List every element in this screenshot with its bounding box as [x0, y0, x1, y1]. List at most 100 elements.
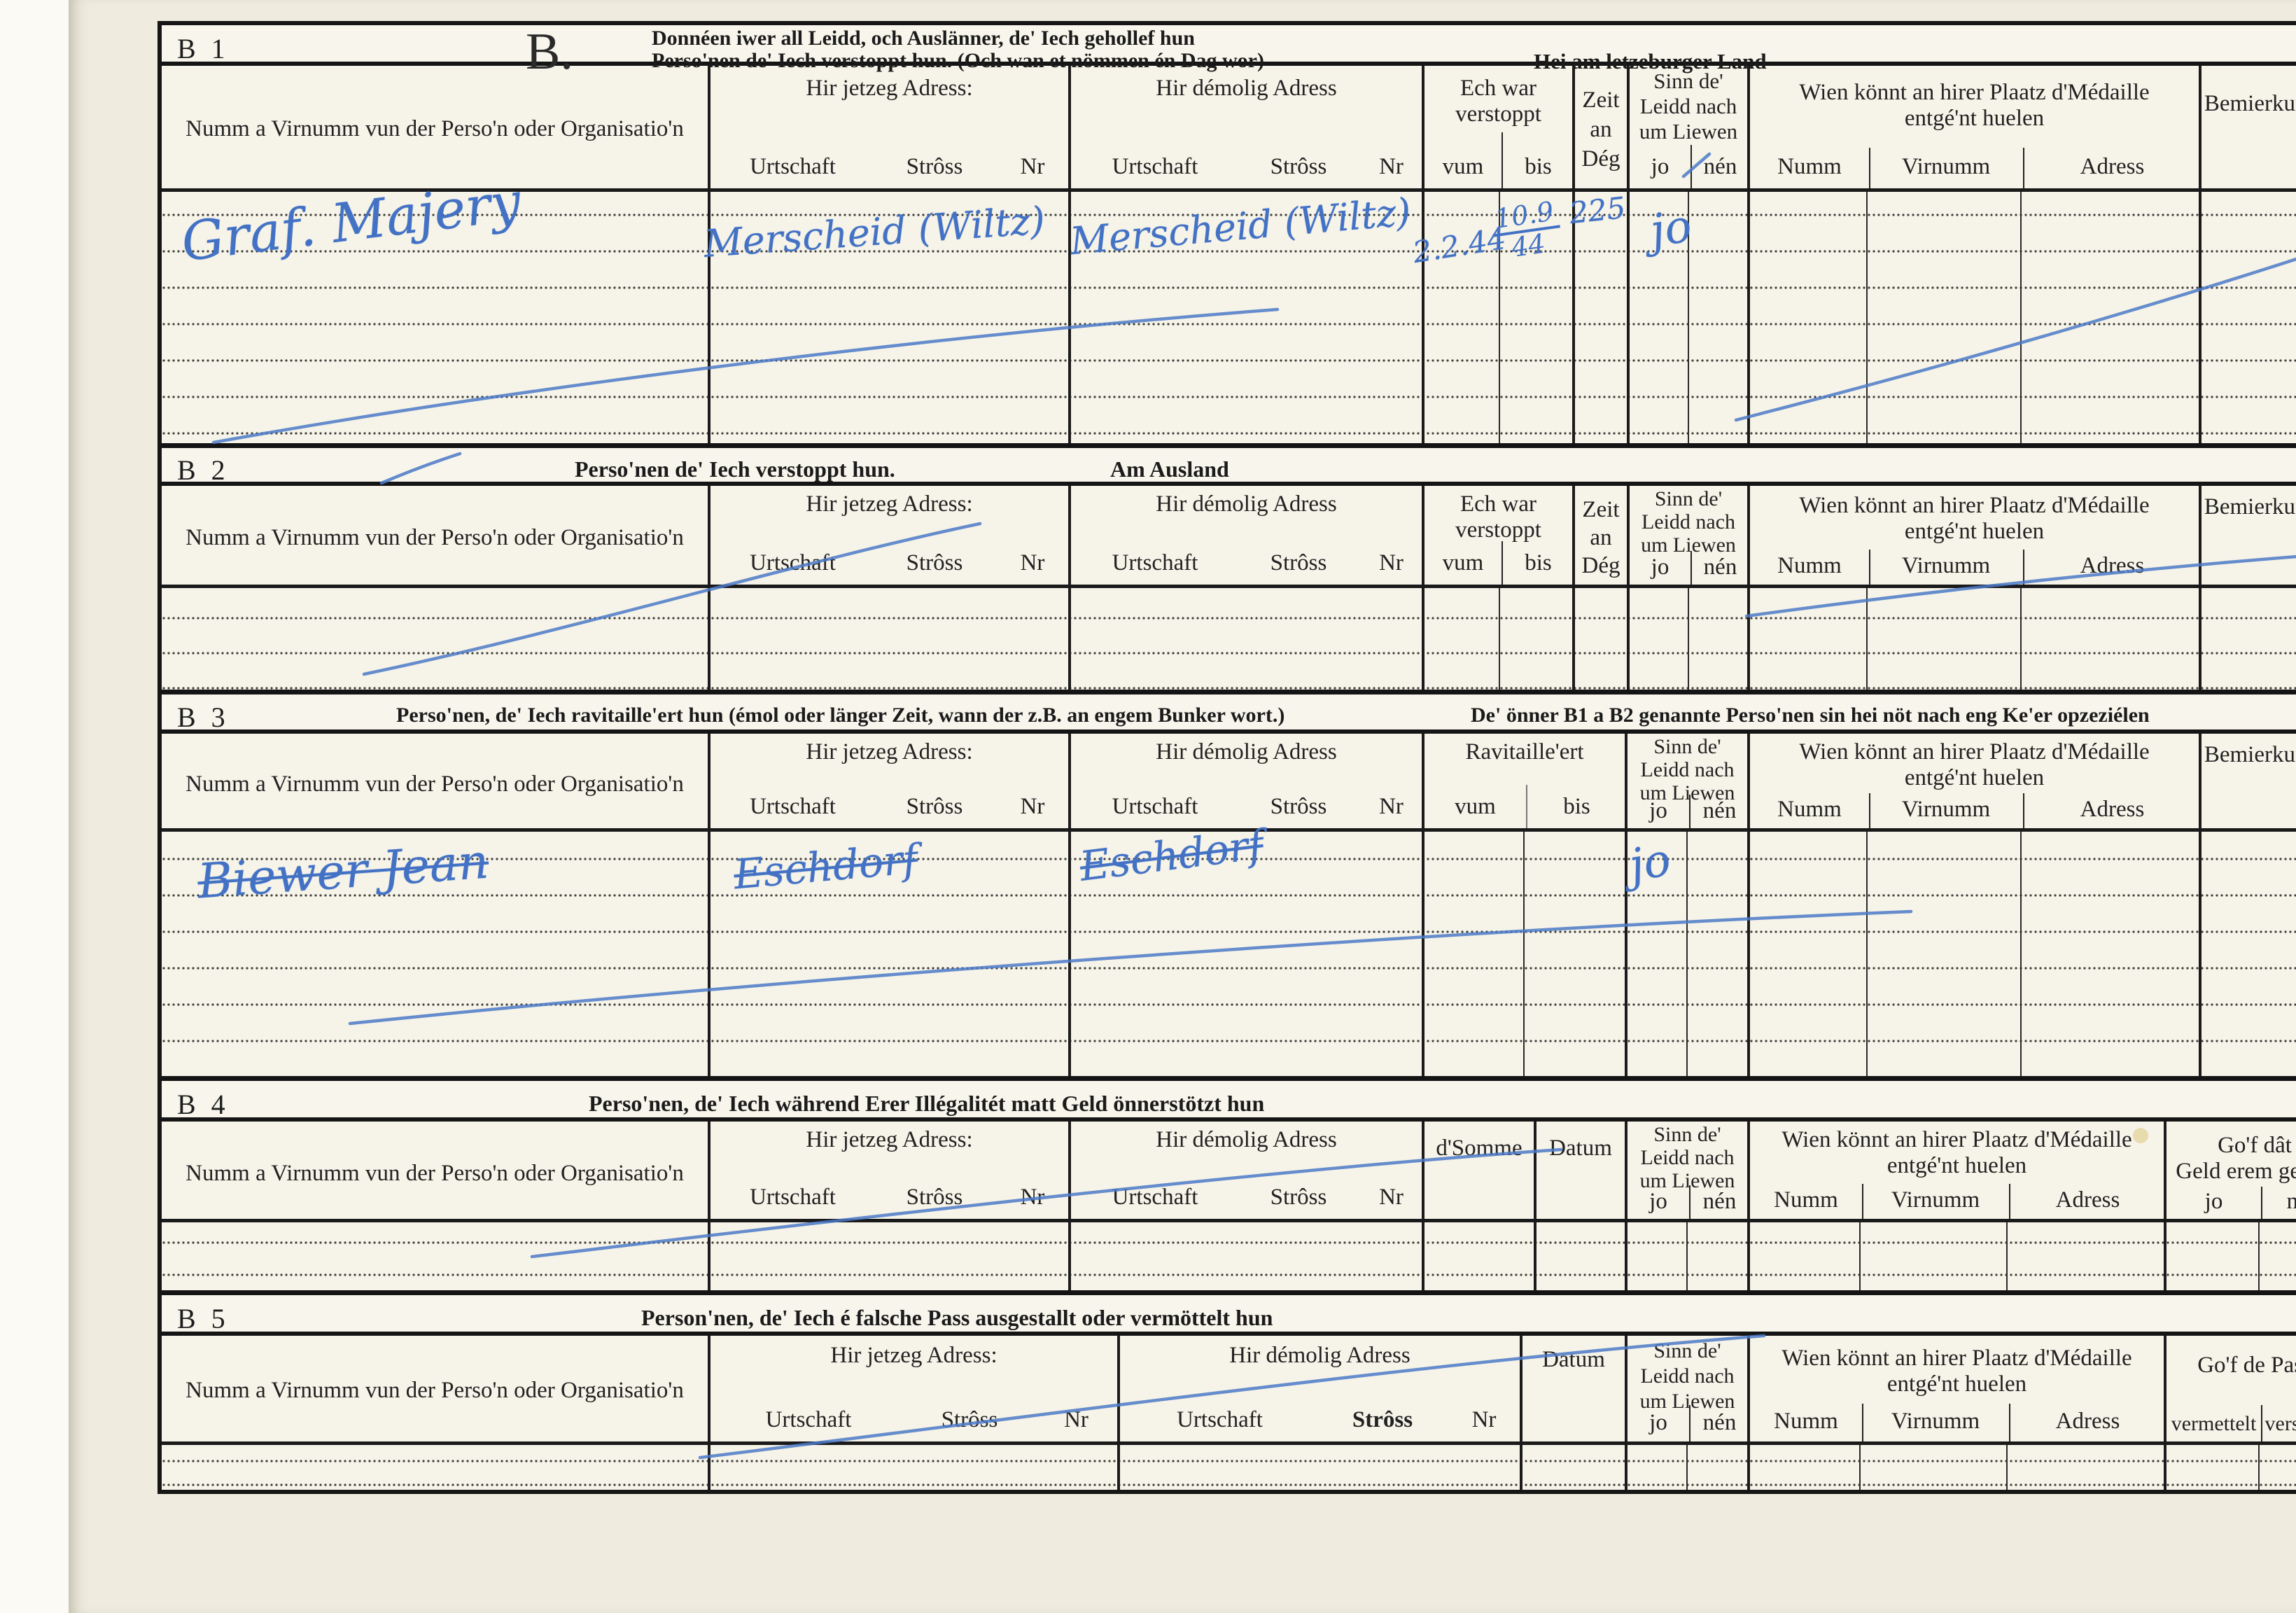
- b4-col-datum: Datum: [1534, 1122, 1625, 1219]
- b2-col-wien: Wien könnt an hirer Plaatz d'Médaille ent…: [1747, 486, 2199, 585]
- b2-cell-nen[interactable]: [1688, 588, 1747, 690]
- b4-col-dsomme: d'Somme: [1422, 1122, 1534, 1219]
- b3-cell-vum[interactable]: [1422, 832, 1523, 1076]
- b5-col-sinn: Sinn de' Leidd nach um Liewen jo nén: [1625, 1336, 1747, 1441]
- b1-cell-virnumm[interactable]: [1866, 192, 2020, 443]
- b2-col-zeit: Zeit an Dég: [1572, 486, 1627, 585]
- b4-cell-jetzeg[interactable]: [708, 1222, 1068, 1290]
- b1-handwriting-zeit: 225: [1567, 190, 1628, 231]
- b5-cell-datum[interactable]: [1520, 1445, 1625, 1490]
- b2-cell-bemierkungen[interactable]: [2199, 588, 2296, 690]
- b2-col-name: Numm a Virnumm vun der Perso'n oder Orga…: [186, 525, 684, 550]
- b5-col-gof-pass: Go'f de Pass vermettelt verschâft: [2164, 1336, 2296, 1441]
- b4-cell-gof-jo[interactable]: [2164, 1222, 2258, 1290]
- b4-cell-datum[interactable]: [1534, 1222, 1625, 1290]
- b1-col-verstoppt: Ech war verstoppt vum bis: [1422, 66, 1572, 188]
- b4-cell-demolig[interactable]: [1068, 1222, 1422, 1290]
- b5-cell-jo[interactable]: [1625, 1445, 1686, 1490]
- b2-cell-vum[interactable]: [1422, 588, 1499, 690]
- b3-handwriting-alive: jo: [1625, 834, 1675, 893]
- b5-cell-numm[interactable]: [1747, 1445, 1859, 1490]
- b1-col-zeit: Zeit an Dég: [1572, 66, 1627, 188]
- b1-cell-nen[interactable]: [1688, 192, 1747, 443]
- b3-cell-numm[interactable]: [1747, 832, 1866, 1076]
- b3-cell-bis[interactable]: [1523, 832, 1625, 1076]
- b5-data-area[interactable]: [162, 1445, 2296, 1490]
- b1-col-demolig: Hir démolig Adress Urtschaft Strôss Nr: [1068, 66, 1422, 188]
- b1-cell-jo[interactable]: [1627, 192, 1688, 443]
- b3-cell-virnumm[interactable]: [1866, 832, 2020, 1076]
- b3-col-sinn: Sinn de' Leidd nach um Liewen jo nén: [1625, 734, 1747, 828]
- b5-cell-jetzeg[interactable]: [708, 1445, 1117, 1490]
- b2-cell-virnumm[interactable]: [1866, 588, 2020, 690]
- b3-col-wien: Wien könnt an hirer Plaatz d'Médaille ent…: [1747, 734, 2199, 828]
- b2-cell-zeit[interactable]: [1572, 588, 1627, 690]
- b1-cell-zeit[interactable]: [1572, 192, 1627, 443]
- b2-title: Perso'nen de' Iech verstoppt hun.: [575, 456, 895, 482]
- b5-title-row: B 5 Person'nen, de' Iech é falsche Pass …: [162, 1295, 2296, 1336]
- b4-cell-adress[interactable]: [2006, 1222, 2164, 1290]
- b4-cell-virnumm[interactable]: [1859, 1222, 2006, 1290]
- b5-col-jetzeg: Hir jetzeg Adress: Urtschaft Strôss Nr: [708, 1336, 1117, 1441]
- b1-section-id: B 1: [177, 33, 230, 64]
- b2-cell-jetzeg[interactable]: [708, 588, 1068, 690]
- b4-col-sinn: Sinn de' Leidd nach um Liewen jo nén: [1625, 1122, 1747, 1219]
- b2-title-suffix: Am Ausland: [1110, 456, 1229, 482]
- b2-cell-jo[interactable]: [1627, 588, 1688, 690]
- b4-cell-name[interactable]: [162, 1222, 708, 1290]
- b5-col-wien: Wien könnt an hirer Plaatz d'Médaille ent…: [1747, 1336, 2164, 1441]
- b4-cell-nen[interactable]: [1686, 1222, 1747, 1290]
- b2-cell-name[interactable]: [162, 588, 708, 690]
- b2-cell-numm[interactable]: [1747, 588, 1866, 690]
- b3-col-demolig: Hir démolig Adress Urtschaft Strôss Nr: [1068, 734, 1422, 828]
- b1-cell-vum[interactable]: [1422, 192, 1499, 443]
- b2-title-row: B 2 Perso'nen de' Iech verstoppt hun. Am…: [162, 448, 2296, 486]
- b1-col-sinn: Sinn de' Leidd nach um Liewen jo nén: [1627, 66, 1747, 188]
- b5-cell-adress[interactable]: [2006, 1445, 2164, 1490]
- b4-cell-jo[interactable]: [1625, 1222, 1686, 1290]
- b1-cell-adress[interactable]: [2020, 192, 2199, 443]
- b1-col-bemierkungen: Bemierkungen: [2199, 66, 2296, 188]
- b4-cell-gof-nen[interactable]: [2258, 1222, 2296, 1290]
- b3-cell-nen[interactable]: [1686, 832, 1747, 1076]
- b2-col-demolig: Hir démolig Adress Urtschaft Strôss Nr: [1068, 486, 1422, 585]
- b5-section-id: B 5: [177, 1303, 230, 1334]
- b5-cell-pass-verschaft[interactable]: [2258, 1445, 2296, 1490]
- b1-cell-bemierkungen[interactable]: [2199, 192, 2296, 443]
- b4-cell-dsomme[interactable]: [1422, 1222, 1534, 1290]
- b5-cell-virnumm[interactable]: [1859, 1445, 2006, 1490]
- b2-cell-bis[interactable]: [1499, 588, 1572, 690]
- scanned-page: B 1 B. Donnéen iwer all Leidd, och Auslä…: [69, 0, 2296, 1613]
- b3-cell-adress[interactable]: [2020, 832, 2199, 1076]
- b4-data-area[interactable]: [162, 1222, 2296, 1295]
- b3-col-name: Numm a Virnumm vun der Perso'n oder Orga…: [186, 771, 684, 797]
- b2-col-verstoppt: Ech war verstoppt vum bis: [1422, 486, 1572, 585]
- b5-cell-nen[interactable]: [1686, 1445, 1747, 1490]
- b4-cell-numm[interactable]: [1747, 1222, 1859, 1290]
- b1-cell-bis[interactable]: [1499, 192, 1572, 443]
- b3-title-row: B 3 Perso'nen, de' Iech ravitaille'ert h…: [162, 694, 2296, 734]
- b1-handwriting-alive: jo: [1646, 200, 1695, 258]
- b5-cell-name[interactable]: [162, 1445, 708, 1490]
- b2-header-row: Numm a Virnumm vun der Perso'n oder Orga…: [162, 486, 2296, 588]
- b2-cell-demolig[interactable]: [1068, 588, 1422, 690]
- b1-col-wien: Wien könnt an hirer Plaatz d'Médaille ent…: [1747, 66, 2199, 188]
- b4-title-row: B 4 Perso'nen, de' Iech während Erer Ill…: [162, 1081, 2296, 1122]
- b1-cell-numm[interactable]: [1747, 192, 1866, 443]
- b1-title-row: B 1 B. Donnéen iwer all Leidd, och Auslä…: [162, 23, 2296, 81]
- b3-header-row: Numm a Virnumm vun der Perso'n oder Orga…: [162, 734, 2296, 832]
- b1-big-letter: B.: [526, 23, 573, 81]
- b2-col-jetzeg: Hir jetzeg Adress: Urtschaft Strôss Nr: [708, 486, 1068, 585]
- b5-header-row: Numm a Virnumm vun der Perso'n oder Orga…: [162, 1336, 2296, 1445]
- b3-col-bemierkungen: Bemierkungen: [2199, 734, 2296, 828]
- b4-section-id: B 4: [177, 1089, 230, 1120]
- b5-cell-pass-vermettelt[interactable]: [2164, 1445, 2258, 1490]
- b3-title-suffix: De' önner B1 a B2 genannte Perso'nen sin…: [1471, 704, 2150, 727]
- b2-data-area[interactable]: [162, 588, 2296, 694]
- b2-cell-adress[interactable]: [2020, 588, 2199, 690]
- b3-title: Perso'nen, de' Iech ravitaille'ert hun (…: [396, 704, 1285, 727]
- b5-cell-demolig[interactable]: [1117, 1445, 1520, 1490]
- b3-cell-bemierkungen[interactable]: [2199, 832, 2296, 1076]
- b4-col-jetzeg: Hir jetzeg Adress: Urtschaft Strôss Nr: [708, 1122, 1068, 1219]
